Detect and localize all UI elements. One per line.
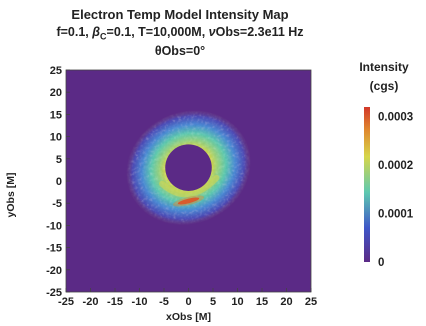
colorbar-gradient xyxy=(364,107,370,262)
x-tick-label: 20 xyxy=(280,296,292,308)
x-tick-label: 15 xyxy=(256,296,268,308)
y-tick-label: -25 xyxy=(46,287,62,299)
colorbar-tick-label: 0.0001 xyxy=(378,209,414,221)
x-tick-label: -15 xyxy=(107,296,123,308)
x-tick-label: 10 xyxy=(231,296,243,308)
y-tick-label: 25 xyxy=(50,65,62,77)
subtitle-f: f=0.1, xyxy=(56,25,93,39)
chart-subtitle-angle: θObs=0° xyxy=(154,44,206,58)
bright-lower-arc xyxy=(159,174,220,198)
y-tick-label: -5 xyxy=(52,198,62,210)
x-tick-label: -20 xyxy=(83,296,99,308)
x-tick-label: 5 xyxy=(210,296,216,308)
y-tick-label: 15 xyxy=(50,109,62,121)
black-hole-shadow xyxy=(165,144,212,191)
subtitle-nu-rest: Obs=2.3e11 Hz xyxy=(215,25,304,39)
subtitle-beta-sub: C xyxy=(100,31,107,42)
x-axis-title: xObs [M] xyxy=(166,311,211,323)
y-tick-label: -20 xyxy=(46,265,62,277)
y-tick-label: 0 xyxy=(56,176,62,188)
y-tick-label: 10 xyxy=(50,132,62,144)
x-tick-label: -5 xyxy=(159,296,169,308)
y-tick-label: -10 xyxy=(46,220,62,232)
peak-halo xyxy=(172,195,205,207)
x-tick-label: -10 xyxy=(132,296,148,308)
colorbar: 0.0003 0.0002 0.0001 0 xyxy=(364,107,414,269)
chart-title: Electron Temp Model Intensity Map xyxy=(71,7,289,22)
y-tick-label: 5 xyxy=(56,154,62,166)
subtitle-beta-val: =0.1, T=10,000M, xyxy=(106,25,209,39)
x-tick-label: -25 xyxy=(58,296,74,308)
chart-subtitle: f=0.1, βC=0.1, T=10,000M, νObs=2.3e11 Hz xyxy=(0,25,360,42)
subtitle-beta: β xyxy=(92,25,101,39)
colorbar-title: Intensity xyxy=(359,60,409,74)
heatmap-layer xyxy=(66,70,311,292)
subtitle-nu: ν xyxy=(208,25,216,39)
colorbar-tick-label: 0.0003 xyxy=(378,112,413,124)
y-tick-label: -15 xyxy=(46,243,62,255)
colorbar-units: (cgs) xyxy=(369,79,399,93)
y-tick-label: 20 xyxy=(50,87,62,99)
axes: -25 -20 -15 -10 -5 0 5 10 15 20 252520151050-5-10-… xyxy=(46,65,317,308)
colorbar-tick-label: 0 xyxy=(378,257,384,269)
peak-hotspot xyxy=(177,197,200,205)
colorbar-tick-label: 0.0002 xyxy=(378,160,413,172)
x-tick-label: 0 xyxy=(185,296,191,308)
x-tick-label: 25 xyxy=(305,296,317,308)
heatmap-plot-area xyxy=(66,70,311,292)
